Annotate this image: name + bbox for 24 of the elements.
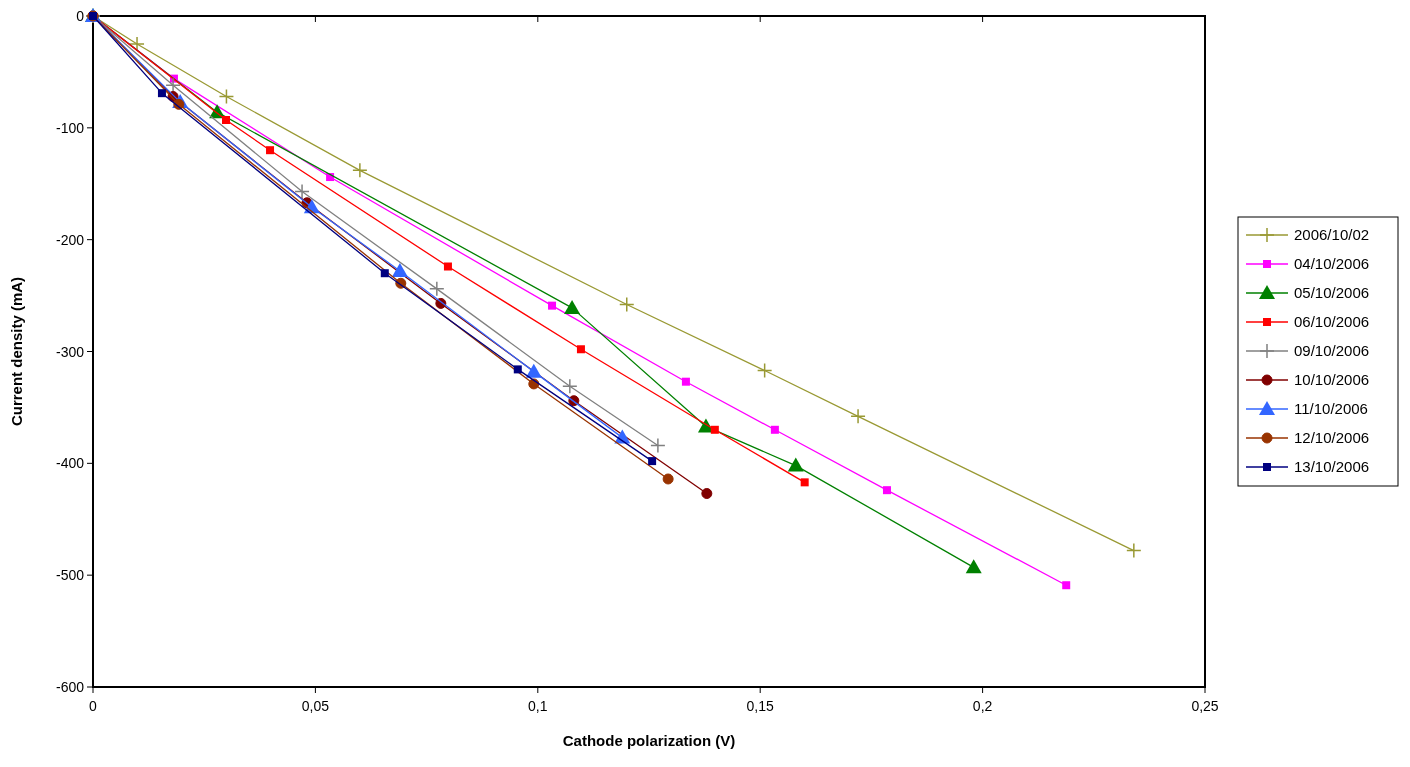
y-tick-label: -200	[55, 231, 85, 248]
y-tick-label: -600	[55, 679, 85, 695]
y-tick-label: -300	[55, 343, 85, 360]
legend-label: 2006/10/02	[1294, 226, 1370, 243]
y-tick-label: -100	[55, 119, 85, 136]
x-tick-label: 0,2	[972, 698, 993, 714]
x-axis-title: Cathode polarization (V)	[562, 732, 736, 749]
x-tick-label: 0,15	[746, 698, 775, 714]
y-axis-title: Current density (mA)	[8, 276, 25, 427]
legend-label: 13/10/2006	[1294, 458, 1370, 475]
legend-label: 05/10/2006	[1294, 284, 1370, 301]
y-tick-label: -400	[55, 455, 85, 472]
legend-label: 12/10/2006	[1294, 429, 1370, 446]
x-tick-label: 0,1	[528, 698, 548, 714]
legend-label: 04/10/2006	[1294, 255, 1370, 272]
legend-label: 10/10/2006	[1294, 371, 1370, 388]
x-tick-label: 0,05	[301, 698, 330, 714]
y-tick-label: 0	[76, 8, 85, 24]
x-tick-label: 0,25	[1191, 698, 1219, 714]
legend-label: 06/10/2006	[1294, 313, 1370, 330]
y-tick-label: -500	[55, 567, 85, 584]
legend-label: 09/10/2006	[1294, 342, 1370, 359]
legend-label: 11/10/2006	[1294, 400, 1368, 417]
x-tick-label: 0	[89, 698, 98, 714]
